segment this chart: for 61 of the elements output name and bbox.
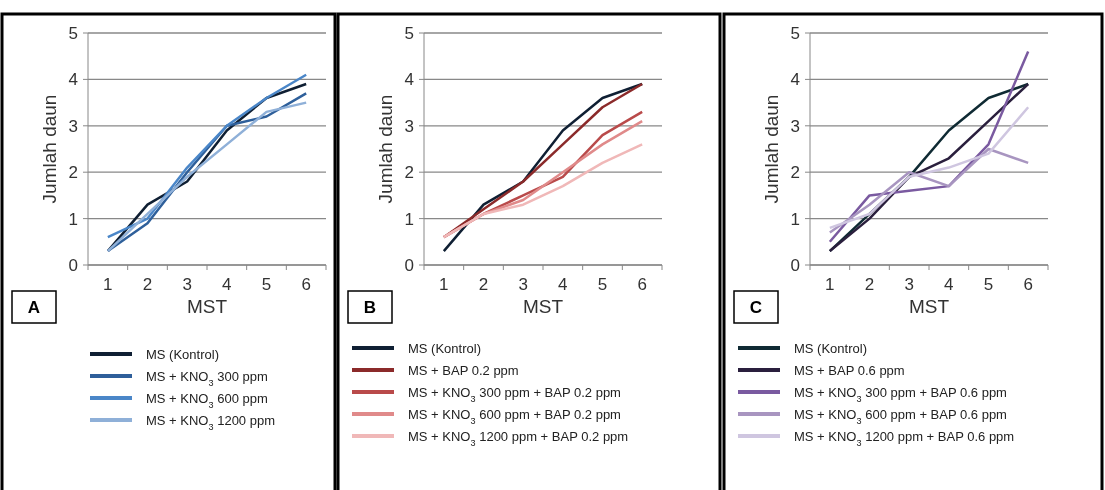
line-series <box>442 143 644 239</box>
x-tick-label: 4 <box>222 275 232 294</box>
x-axis-title: MST <box>522 296 564 317</box>
y-axis-title: Jumlah daun <box>375 94 396 204</box>
y-tick-label: 0 <box>404 255 414 275</box>
y-tick-label: 0 <box>68 255 78 275</box>
legend-label: MS (Kontrol) <box>408 340 481 356</box>
y-tick-label: 2 <box>68 163 78 183</box>
y-tick-label: 3 <box>68 116 78 136</box>
y-tick-label: 2 <box>790 163 800 183</box>
x-tick-label: 6 <box>637 275 647 294</box>
y-tick-label: 1 <box>68 209 78 229</box>
legend-label: MS + KNO$_{3}$ 300 ppm + BAP 0.6 ppm <box>794 384 1007 404</box>
legend-label: MS + KNO$_{3}$ 1200 ppm + BAP 0.6 ppm <box>794 428 1015 448</box>
y-tick-label: 4 <box>790 70 800 90</box>
y-tick-label: 5 <box>404 23 414 43</box>
legend-label: MS + BAP 0.6 ppm <box>794 362 905 378</box>
x-tick-label: 2 <box>142 275 153 294</box>
x-tick-label: 4 <box>944 275 954 294</box>
legend-label: MS + KNO$_{3}$ 300 ppm + BAP 0.2 ppm <box>408 384 621 404</box>
text: C <box>749 297 763 317</box>
line-series <box>828 105 1030 230</box>
y-tick-label: 1 <box>790 209 800 229</box>
y-tick-label: 3 <box>790 116 800 136</box>
legend-label: MS + KNO$_{3}$ 600 ppm <box>146 390 268 410</box>
x-tick-label: 3 <box>904 275 914 294</box>
y-tick-label: 4 <box>404 70 414 90</box>
legend-label: MS + KNO$_{3}$ 300 ppm <box>146 368 268 388</box>
y-axis-title: Jumlah daun <box>39 94 60 204</box>
x-tick-label: 2 <box>478 275 489 294</box>
x-tick-label: 2 <box>864 275 875 294</box>
x-tick-label: 1 <box>825 275 835 294</box>
x-axis-title: MST <box>186 296 228 317</box>
x-tick-label: 3 <box>518 275 528 294</box>
y-tick-label: 2 <box>404 163 414 183</box>
y-axis-title: Jumlah daun <box>761 94 782 204</box>
legend-label: MS + KNO$_{3}$ 1200 ppm <box>146 412 275 432</box>
x-tick-label: 1 <box>103 275 113 294</box>
x-tick-label: 5 <box>261 275 272 294</box>
legend-label: MS (Kontrol) <box>146 346 219 362</box>
x-tick-label: 4 <box>558 275 568 294</box>
x-tick-label: 3 <box>182 275 192 294</box>
y-tick-label: 3 <box>404 116 414 136</box>
x-tick-label: 6 <box>1023 275 1033 294</box>
x-tick-label: 6 <box>301 275 311 294</box>
y-tick-label: 4 <box>68 70 78 90</box>
y-tick-label: 5 <box>68 23 78 43</box>
x-tick-label: 1 <box>439 275 449 294</box>
x-tick-label: 5 <box>597 275 608 294</box>
legend-label: MS + KNO$_{3}$ 600 ppm + BAP 0.2 ppm <box>408 406 621 426</box>
y-tick-label: 1 <box>404 209 414 229</box>
legend-label: MS + BAP 0.2 ppm <box>408 362 519 378</box>
y-tick-label: 5 <box>790 23 800 43</box>
text: A <box>27 297 41 317</box>
text: B <box>363 297 377 317</box>
x-tick-label: 5 <box>983 275 994 294</box>
legend-label: MS + KNO$_{3}$ 600 ppm + BAP 0.6 ppm <box>794 406 1007 426</box>
legend-label: MS (Kontrol) <box>794 340 867 356</box>
y-tick-label: 0 <box>790 255 800 275</box>
x-axis-title: MST <box>908 296 950 317</box>
legend-label: MS + KNO$_{3}$ 1200 ppm + BAP 0.2 ppm <box>408 428 629 448</box>
